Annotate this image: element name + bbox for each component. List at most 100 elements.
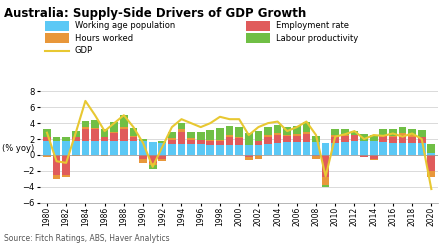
Bar: [350, 141, 358, 155]
Bar: [130, 128, 137, 136]
Bar: [177, 129, 186, 132]
Bar: [53, 141, 60, 155]
Bar: [101, 137, 109, 141]
Bar: [187, 138, 195, 140]
Bar: [187, 132, 195, 138]
Bar: [168, 132, 176, 138]
Bar: [360, 134, 368, 141]
Bar: [408, 137, 416, 143]
Bar: [81, 127, 89, 129]
Bar: [72, 155, 80, 157]
Bar: [139, 139, 147, 141]
Bar: [168, 144, 176, 155]
Bar: [254, 141, 262, 144]
Bar: [197, 144, 205, 155]
Bar: [53, 155, 60, 175]
Bar: [331, 143, 339, 155]
Bar: [245, 144, 253, 155]
Bar: [293, 136, 301, 142]
Bar: [62, 137, 70, 141]
Bar: [331, 129, 339, 135]
Bar: [380, 142, 387, 155]
Bar: [207, 141, 214, 144]
Bar: [350, 131, 358, 135]
Bar: [43, 137, 51, 141]
Bar: [149, 155, 156, 163]
Bar: [341, 135, 349, 136]
Bar: [91, 120, 99, 128]
Bar: [370, 135, 378, 141]
Bar: [158, 155, 166, 159]
Bar: [264, 127, 272, 135]
Bar: [389, 136, 397, 137]
Bar: [418, 130, 426, 137]
Bar: [303, 132, 310, 134]
Text: Working age population: Working age population: [75, 21, 175, 30]
Bar: [235, 144, 243, 155]
Bar: [370, 141, 378, 155]
Bar: [53, 137, 60, 141]
Bar: [427, 153, 435, 155]
Bar: [254, 155, 262, 159]
Bar: [235, 127, 243, 137]
Bar: [389, 143, 397, 155]
Bar: [43, 129, 51, 137]
Bar: [360, 141, 368, 155]
Bar: [303, 122, 310, 132]
Bar: [139, 141, 147, 155]
Bar: [216, 140, 224, 141]
Bar: [380, 129, 387, 135]
Bar: [322, 185, 329, 187]
Bar: [81, 121, 89, 127]
Bar: [312, 157, 320, 159]
Bar: [197, 132, 205, 140]
Bar: [91, 128, 99, 129]
Text: Hours worked: Hours worked: [75, 34, 133, 43]
Bar: [177, 144, 186, 155]
Bar: [62, 175, 70, 177]
Bar: [177, 123, 186, 129]
Text: Source: Fitch Ratings, ABS, Haver Analytics: Source: Fitch Ratings, ABS, Haver Analyt…: [4, 234, 170, 243]
Bar: [408, 143, 416, 155]
Bar: [110, 141, 118, 155]
Bar: [187, 144, 195, 155]
Bar: [72, 141, 80, 155]
Bar: [427, 171, 435, 177]
Bar: [72, 131, 80, 137]
Bar: [264, 137, 272, 144]
Bar: [158, 143, 166, 155]
Bar: [274, 143, 282, 155]
Bar: [427, 144, 435, 153]
Bar: [216, 144, 224, 155]
Bar: [254, 144, 262, 155]
Bar: [418, 143, 426, 155]
Bar: [283, 142, 291, 155]
Bar: [91, 141, 99, 155]
Bar: [226, 144, 233, 155]
Bar: [43, 141, 51, 155]
Bar: [110, 132, 118, 133]
Bar: [187, 140, 195, 144]
Bar: [418, 137, 426, 143]
Bar: [226, 125, 233, 135]
Bar: [207, 140, 214, 141]
Bar: [53, 175, 60, 179]
Bar: [341, 142, 349, 155]
Bar: [81, 141, 89, 155]
Bar: [120, 115, 128, 127]
Bar: [216, 128, 224, 140]
Bar: [350, 135, 358, 141]
Bar: [274, 135, 282, 143]
Bar: [62, 155, 70, 175]
Bar: [360, 155, 368, 157]
Bar: [216, 141, 224, 144]
Bar: [101, 155, 109, 157]
Bar: [120, 129, 128, 141]
Bar: [408, 129, 416, 135]
Bar: [399, 143, 406, 155]
Bar: [331, 135, 339, 137]
Bar: [322, 177, 329, 185]
Bar: [158, 159, 166, 161]
Bar: [197, 140, 205, 144]
Bar: [303, 142, 310, 155]
